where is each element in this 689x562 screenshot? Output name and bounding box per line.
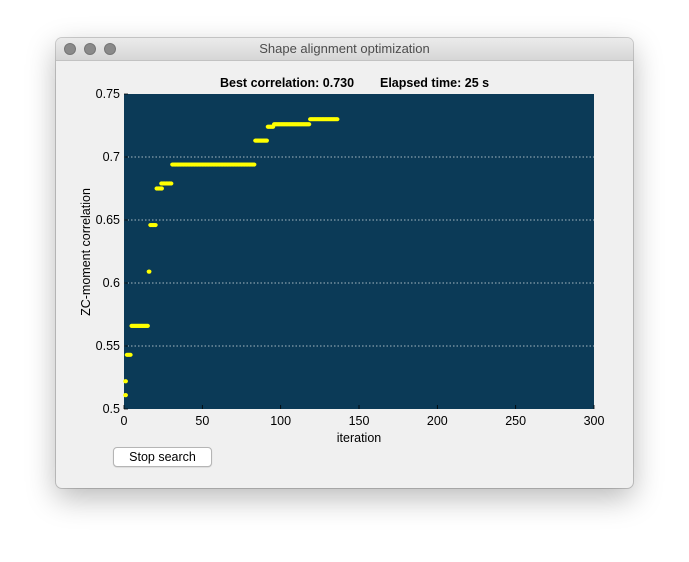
y-tick-label: 0.65 xyxy=(96,213,120,227)
window-title: Shape alignment optimization xyxy=(259,41,430,56)
data-point xyxy=(123,393,128,398)
x-axis-label: iteration xyxy=(337,431,382,445)
data-point xyxy=(152,222,158,228)
minimize-window-icon[interactable] xyxy=(84,43,96,55)
zoom-window-icon[interactable] xyxy=(104,43,116,55)
data-point xyxy=(168,181,174,186)
data-point xyxy=(146,269,152,274)
y-tick-label: 0.7 xyxy=(103,150,120,164)
data-points xyxy=(123,117,340,398)
grid-lines xyxy=(124,156,594,347)
y-axis: 0.5 0.55 0.6 0.65 0.7 0.75 xyxy=(96,87,128,416)
elapsed-time-text: Elapsed time: 25 s xyxy=(380,76,490,90)
best-correlation-text: Best correlation: 0.730 xyxy=(220,76,355,90)
data-point xyxy=(264,138,269,143)
x-tick-label: 50 xyxy=(195,414,209,428)
x-tick-label: 300 xyxy=(584,414,605,428)
data-point xyxy=(334,117,340,122)
close-window-icon[interactable] xyxy=(64,43,76,55)
y-tick-label: 0.55 xyxy=(96,339,120,353)
plot-area xyxy=(124,94,594,409)
correlation-chart: 0 50 100 150 200 250 300 0.5 0.55 0.6 0.65 0.7 0.75… xyxy=(79,87,605,445)
data-point xyxy=(127,352,133,357)
x-axis: 0 50 100 150 200 250 300 xyxy=(121,405,605,428)
x-tick-label: 250 xyxy=(505,414,526,428)
y-tick-label: 0.75 xyxy=(96,87,120,101)
y-tick-label: 0.6 xyxy=(103,276,120,290)
data-point xyxy=(123,379,128,384)
x-tick-label: 150 xyxy=(349,414,370,428)
y-tick-label: 0.5 xyxy=(103,402,120,416)
y-axis-label: ZC-moment correlation xyxy=(79,188,93,316)
stop-search-button[interactable]: Stop search xyxy=(113,447,212,467)
data-point xyxy=(306,122,312,127)
data-point xyxy=(145,323,150,328)
title-bar[interactable]: Shape alignment optimization xyxy=(56,38,633,61)
x-tick-label: 0 xyxy=(121,414,128,428)
data-point xyxy=(251,162,257,167)
data-point xyxy=(159,186,164,191)
app-window: Shape alignment optimization Best correl… xyxy=(56,38,633,488)
x-tick-label: 100 xyxy=(270,414,291,428)
x-tick-label: 200 xyxy=(427,414,448,428)
